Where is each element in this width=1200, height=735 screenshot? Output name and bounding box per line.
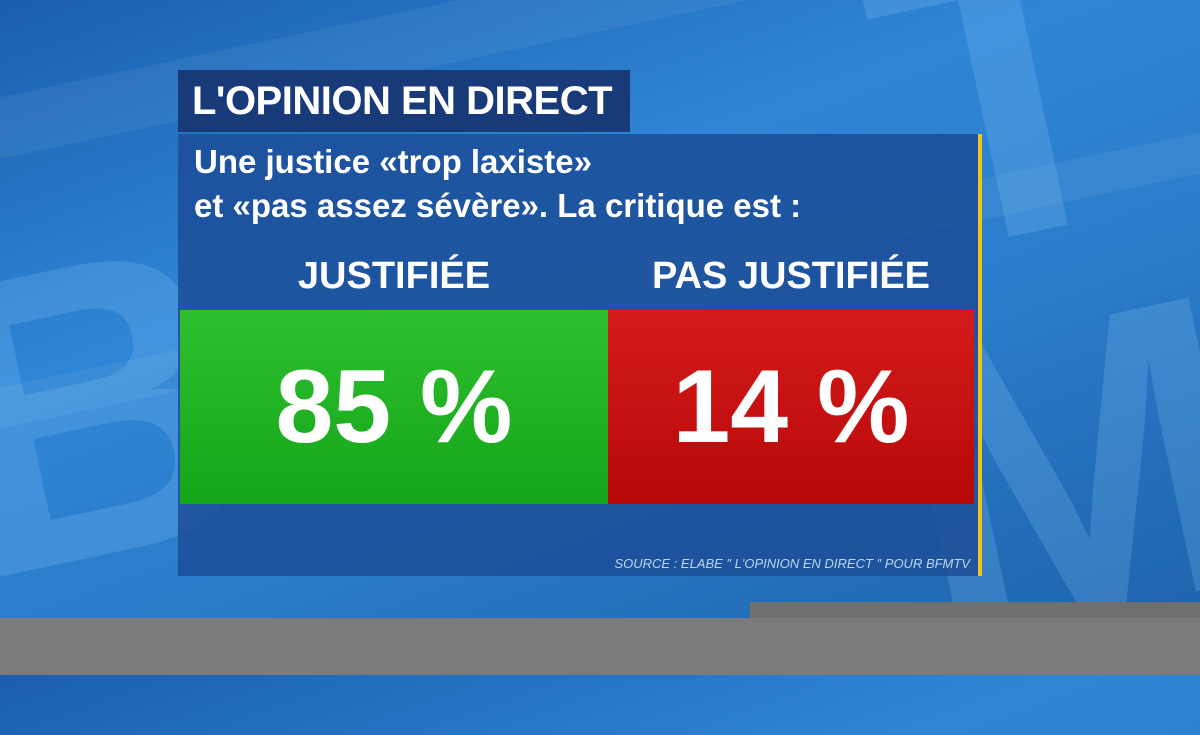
source-credit: SOURCE : ELABE " L'OPINION EN DIRECT " P… [614,556,970,571]
question-line: et «pas assez sévère». La critique est : [194,187,802,224]
result-value-justified: 85 % [275,348,513,465]
answer-label-not-justified: PAS JUSTIFIÉE [651,255,931,297]
result-box-not-justified: 14 % [608,310,974,504]
result-value-not-justified: 14 % [672,348,910,465]
poll-question: Une justice «trop laxiste» et «pas assez… [194,140,964,228]
poll-title: L'OPINION EN DIRECT [178,70,630,132]
question-line: Une justice «trop laxiste» [194,143,592,180]
answer-label-justified: JUSTIFIÉE [297,255,491,297]
footer-bar [0,618,1200,675]
footer-tab [750,602,1200,622]
result-box-justified: 85 % [180,310,608,504]
panel-accent-line [978,134,982,576]
